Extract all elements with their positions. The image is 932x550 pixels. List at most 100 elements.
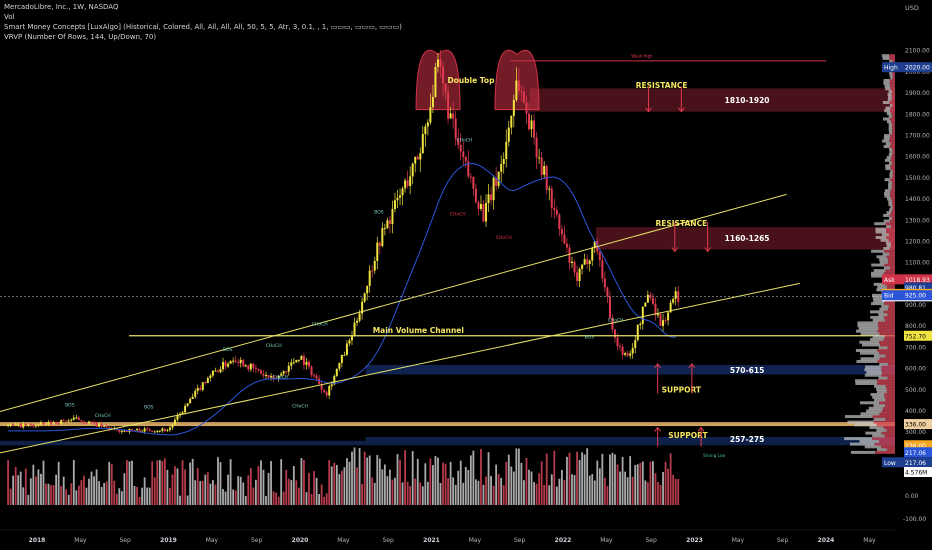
volume-bar [669,453,672,505]
volume-profile-up [844,437,873,441]
zone-arrowhead-7 [697,426,705,432]
volume-bar [85,487,88,505]
zone-arrowhead-5 [688,363,696,369]
volume-profile-down [883,337,895,341]
smc-label-0: BOS [65,402,75,408]
candle [204,382,207,384]
volume-bar [308,472,310,505]
candle [644,302,647,307]
volume-bar [83,475,85,505]
candle [581,264,584,269]
smc-label-5: CHoCH [312,322,328,328]
volume-bar [340,470,343,505]
y-tick-label: 800.00 [905,323,926,330]
volume-bar [464,466,467,505]
volume-profile-down [892,216,895,220]
volume-profile-down [884,393,895,397]
candle [457,138,460,145]
volume-profile-down [884,263,895,267]
volume-bar [98,481,101,505]
candle [120,430,123,432]
candle [272,376,275,379]
volume-bar [146,487,149,505]
candle [553,208,556,211]
indicator-smc[interactable]: Smart Money Concepts [LuxAlgo] (Historic… [4,23,402,31]
volume-profile-down [877,329,895,333]
candle [297,359,300,361]
candle [211,370,214,376]
volume-profile-up [861,343,881,347]
candle [194,390,197,397]
volume-bar [186,495,189,505]
volume-bar [174,466,176,505]
candle [85,422,88,424]
candle [14,424,17,426]
volume-bar [672,474,675,505]
volume-profile-up [876,387,887,391]
volume-profile-up [886,120,892,124]
candle [350,336,353,341]
volume-bar [272,491,275,505]
volume-bar [432,465,434,505]
candle [654,303,657,316]
volume-bar [295,480,298,505]
volume-bar [156,460,159,505]
candle [586,259,589,265]
volume-profile-down [891,186,895,190]
volume-profile-up [885,164,891,168]
support-line-336 [0,422,895,427]
indicator-vol[interactable]: Vol [4,13,15,21]
volume-profile-up [881,304,889,308]
candle [421,134,424,154]
volume-profile-up [888,128,893,132]
volume-bar [487,452,490,505]
volume-profile-up [885,167,891,171]
volume-bar [386,476,389,505]
candle [399,195,402,198]
volume-profile-down [877,348,895,352]
volume-profile-down [892,76,895,80]
volume-bar [27,494,30,505]
candle [649,294,652,299]
zone-arrowhead-3 [704,247,712,253]
volume-bar [244,495,247,505]
volume-bar [108,461,111,505]
x-tick-label: May [600,537,613,544]
volume-profile-up [860,357,880,361]
volume-profile-up [865,431,882,435]
volume-profile-down [881,373,895,377]
volume-profile-up [873,269,886,273]
volume-bar [621,456,624,505]
x-tick-label: 2020 [292,537,309,544]
volume-profile-down [877,379,895,383]
volume-bar [113,480,116,505]
indicator-vrvp[interactable]: VRVP (Number Of Rows, 144, Up/Down, 70) [4,33,157,41]
volume-profile-up [870,310,884,314]
volume-bar [383,464,386,505]
volume-profile-down [891,180,895,184]
volume-bar [72,460,75,505]
volume-bar [437,457,439,505]
volume-profile-down [892,128,895,132]
volume-bar [639,462,642,505]
candle [639,323,642,326]
volume-profile-up [886,224,891,228]
price-tag-value-10: 217.06 [905,460,926,467]
volume-profile-down [874,442,895,446]
candle [75,417,78,419]
y-tick-label: 1900.00 [905,90,930,97]
volume-bar [462,482,465,505]
candle [411,163,414,177]
smc-label-3: BOS [223,347,233,353]
candle [505,141,508,160]
volume-profile-down [891,92,895,96]
candle [65,420,68,422]
volume-bar [32,464,35,505]
volume-bar [330,466,333,505]
candle [17,423,20,425]
candle [72,417,75,420]
volume-profile-down [882,409,895,413]
y-tick-label: 500.00 [905,387,926,394]
volume-bar [14,466,17,505]
